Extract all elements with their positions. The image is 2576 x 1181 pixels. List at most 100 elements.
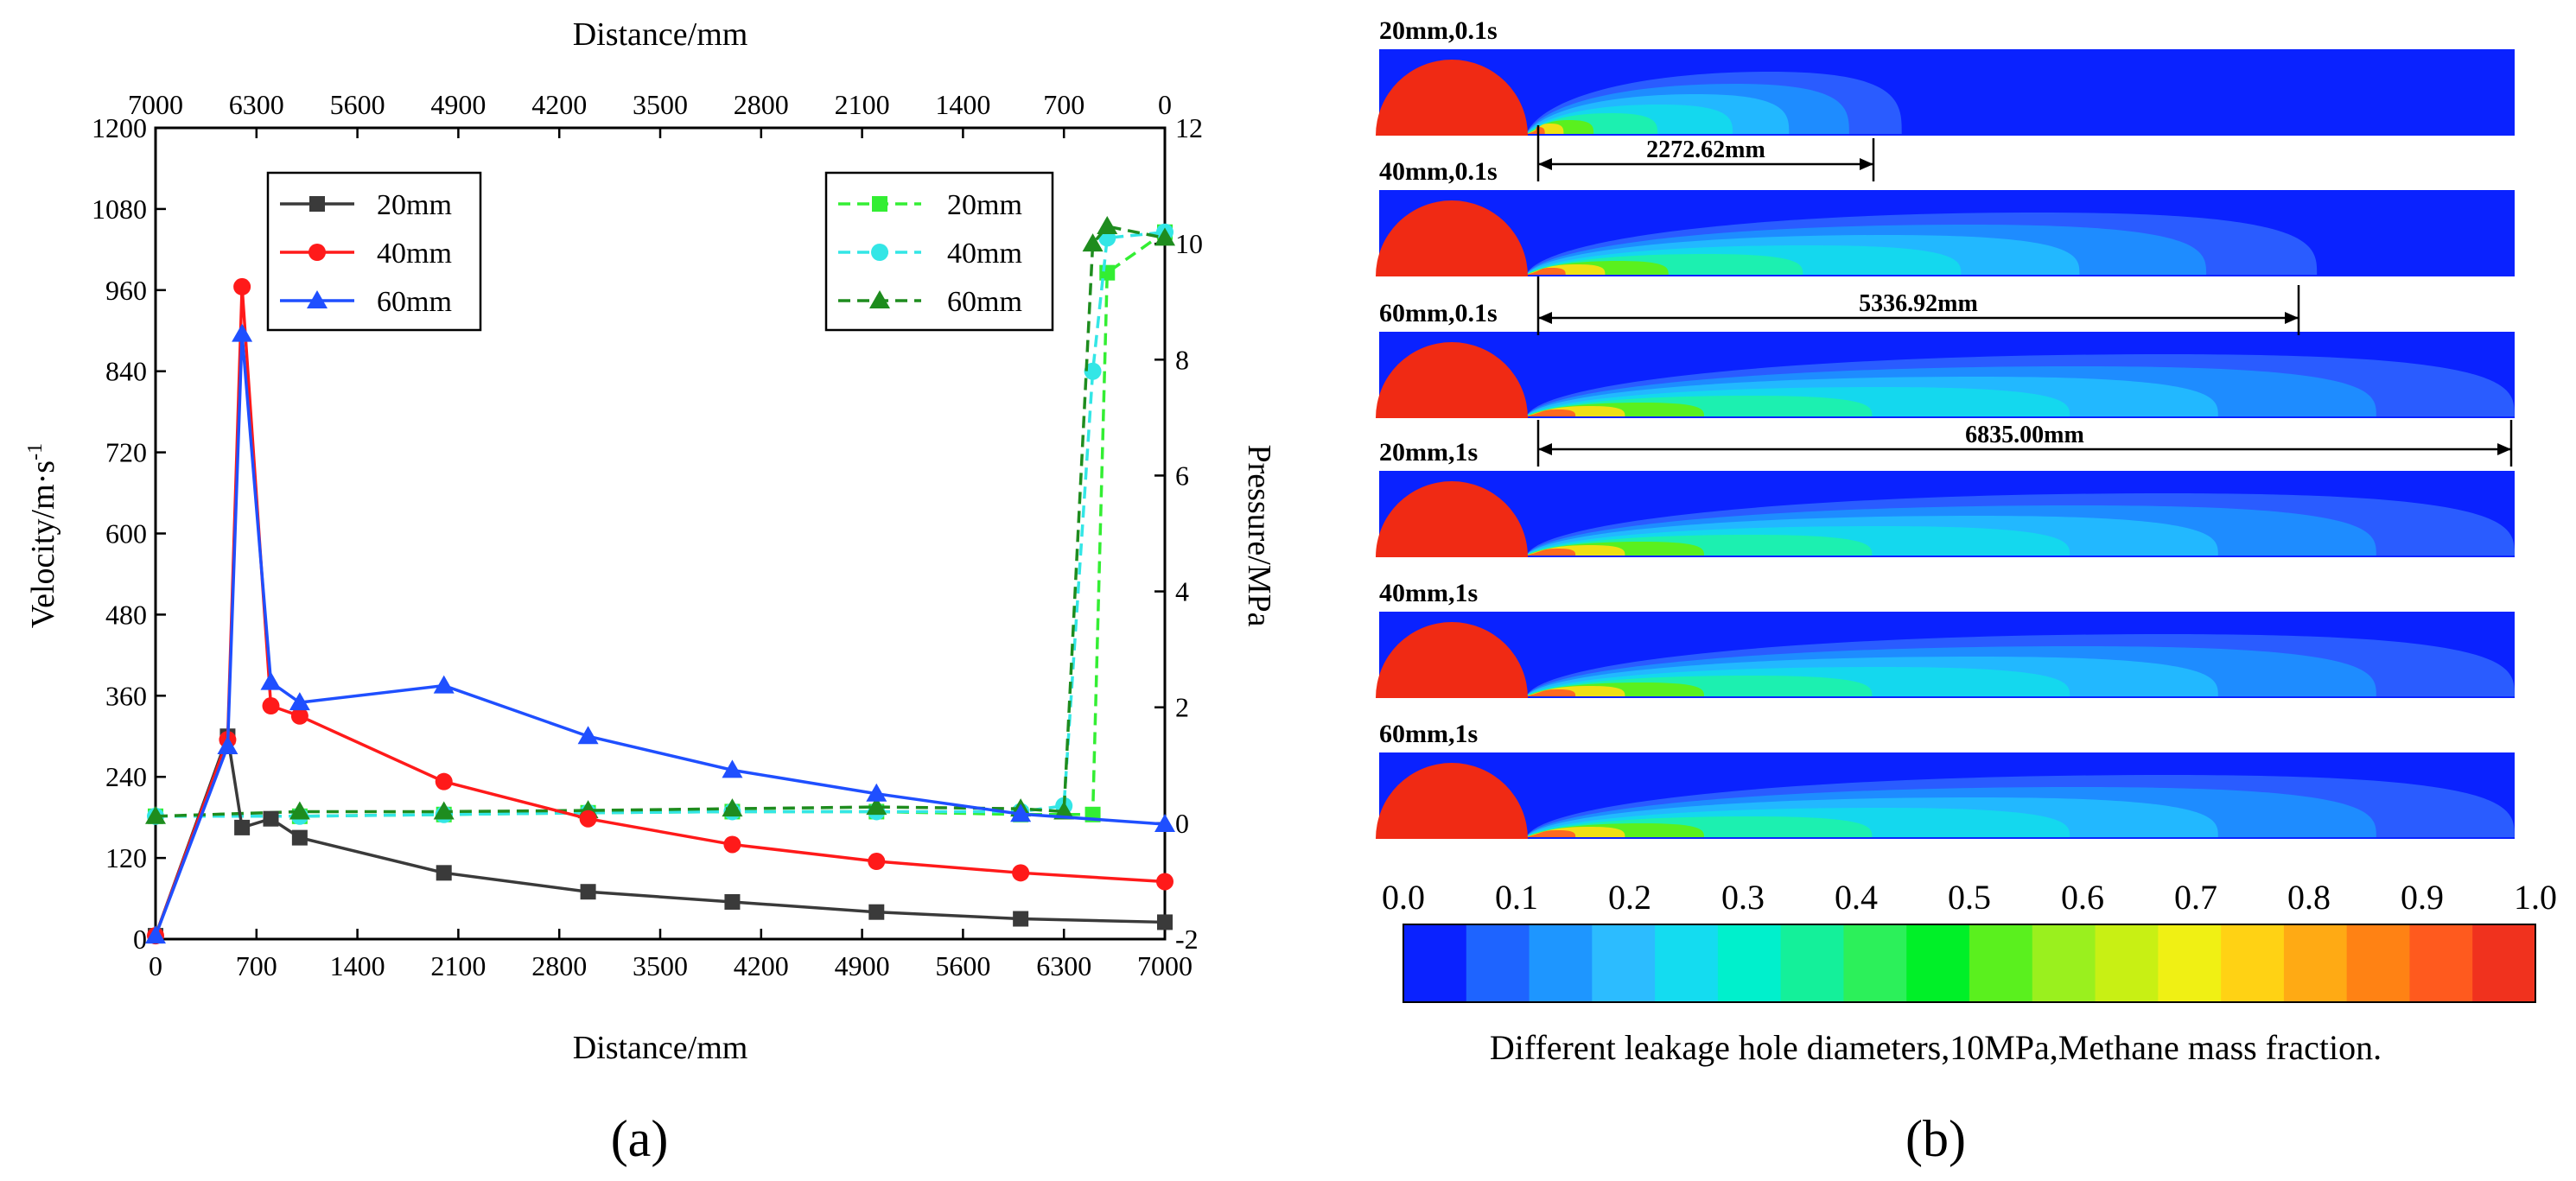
colorbar-block — [1466, 924, 1530, 1002]
leak-source — [1376, 60, 1528, 136]
leak-source — [1376, 481, 1528, 557]
colorbar-tick-label: 0.3 — [1721, 878, 1765, 917]
x-tick-label: 2800 — [531, 950, 587, 981]
x-tick-label: 7000 — [1137, 950, 1193, 981]
velocity-point-40mm — [262, 697, 280, 715]
x-tick-label: 6300 — [1036, 950, 1091, 981]
velocity-point-60mm — [1010, 803, 1032, 822]
colorbar-block — [2409, 924, 2473, 1002]
plume-contour — [1526, 830, 1576, 837]
velocity-point-20mm — [291, 829, 308, 846]
contour-strip: 40mm,1s — [1376, 579, 2515, 698]
velocity-point-60mm — [866, 783, 887, 802]
y-right-tick-label: 4 — [1175, 576, 1189, 607]
colorbar-block — [2032, 924, 2096, 1002]
y-left-tick-label: 480 — [105, 599, 147, 630]
y-left-tick-label: 720 — [105, 437, 147, 468]
pressure-point-20mm — [1099, 264, 1116, 281]
x-tick-label: 3500 — [633, 950, 688, 981]
legend-marker — [872, 196, 887, 212]
velocity-point-20mm — [234, 819, 251, 835]
plume-contour — [1526, 410, 1576, 416]
plume-contour — [1526, 268, 1566, 275]
colorbar-tick-label: 0.5 — [1948, 878, 1991, 917]
legend-marker — [308, 244, 326, 261]
colorbar-caption: Different leakage hole diameters,10MPa,M… — [1490, 1028, 2382, 1067]
x-tick-label: 0 — [149, 950, 162, 981]
x-top-tick-label: 3500 — [633, 89, 688, 120]
plume-contour — [1526, 549, 1576, 556]
panel-a-chart: 0 700 1400 2100 2800 3500 4200 4900 5600 6300 7000… — [24, 16, 1277, 1167]
y-axis-left-label: Velocity/m·s-1 — [24, 443, 61, 628]
velocity-point-60mm — [289, 692, 310, 711]
pressure-point-40mm — [1084, 362, 1102, 380]
x-top-tick-label: 6300 — [229, 89, 284, 120]
y-left-tick-label: 1200 — [92, 112, 147, 143]
colorbar-block — [2472, 924, 2536, 1002]
colorbar-block — [2158, 924, 2222, 1002]
pressure-point-60mm — [1053, 801, 1075, 820]
legend-pressure: 20mm 40mm 60mm — [824, 171, 1054, 332]
plume-contour — [1526, 127, 1545, 134]
velocity-point-60mm — [232, 323, 253, 342]
x-axis-top-label: Distance/mm — [573, 16, 748, 53]
y-right-tick-label: 8 — [1175, 344, 1189, 375]
y-left-tick-label: 240 — [105, 761, 147, 792]
x-tick-label: 4200 — [734, 950, 789, 981]
y-left-tick-label: 360 — [105, 680, 147, 711]
series-layer — [145, 216, 1175, 945]
velocity-point-20mm — [580, 884, 596, 900]
y-right-tick-label: 0 — [1175, 808, 1189, 839]
colorbar-block — [2283, 924, 2348, 1002]
x-top-tick-label: 700 — [1043, 89, 1084, 120]
contour-strip: 40mm,0.1s — [1376, 157, 2515, 276]
colorbar-block — [2346, 924, 2410, 1002]
y-right-tick-label: -2 — [1175, 924, 1199, 955]
velocity-point-40mm — [1156, 873, 1174, 891]
legend-marker — [307, 290, 328, 308]
contour-strip: 60mm,1s — [1376, 720, 2515, 839]
strip-label: 40mm,1s — [1379, 579, 1478, 607]
dimension-2-label: 5336.92mm — [1859, 290, 1978, 317]
y-left-tick-label: 840 — [105, 356, 147, 387]
plume-contour — [1526, 689, 1576, 696]
velocity-point-40mm — [579, 810, 597, 828]
velocity-point-40mm — [435, 772, 453, 791]
velocity-point-20mm — [868, 904, 885, 920]
legend-marker — [309, 196, 325, 212]
y-axis-right-label: Pressure/MPa — [1241, 444, 1277, 626]
dimension-1: 2272.62mm — [1536, 125, 1875, 181]
x-top-tick-label: 5600 — [330, 89, 385, 120]
velocity-point-40mm — [868, 853, 886, 871]
y-left-tick-label: 120 — [105, 842, 147, 873]
velocity-point-20mm — [1157, 914, 1173, 930]
x-top-tick-label: 4900 — [430, 89, 486, 120]
dimension-2: 5336.92mm — [1536, 276, 2300, 335]
strip-label: 20mm,0.1s — [1379, 16, 1498, 45]
dimension-3: 6835.00mm — [1536, 420, 2513, 467]
dimension-1-label: 2272.62mm — [1646, 137, 1765, 163]
y-left-tick-label: 960 — [105, 275, 147, 306]
pressure-point-60mm — [433, 801, 455, 820]
x-axis-bottom: 0 700 1400 2100 2800 3500 4200 4900 5600 6300 7000 — [149, 929, 1193, 981]
legend-label: 40mm — [947, 238, 1022, 270]
pressure-point-60mm — [1154, 227, 1175, 246]
colorbar-block — [1655, 924, 1719, 1002]
y-left-tick-label: 600 — [105, 518, 147, 549]
colorbar-tick-label: 1.0 — [2514, 878, 2557, 917]
leak-source — [1376, 622, 1528, 698]
x-tick-label: 2100 — [430, 950, 486, 981]
colorbar-block — [1843, 924, 1907, 1002]
colorbar-tick-label: 0.6 — [2061, 878, 2104, 917]
y-axis-left: 0 120 240 360 480 600 720 840 960 1080 1200 — [92, 112, 166, 955]
x-top-tick-label: 7000 — [128, 89, 183, 120]
x-tick-label: 5600 — [935, 950, 990, 981]
colorbar-tick-label: 0.2 — [1608, 878, 1651, 917]
leak-source — [1376, 200, 1528, 276]
velocity-point-60mm — [217, 735, 239, 754]
legend-marker — [869, 290, 890, 308]
velocity-point-60mm — [722, 759, 743, 778]
colorbar: 0.0 0.1 0.2 0.3 0.4 0.5 0.6 0.7 0.8 0.9 1.0 Differ… — [1382, 878, 2557, 1067]
contour-strip: 20mm,1s — [1376, 438, 2515, 557]
